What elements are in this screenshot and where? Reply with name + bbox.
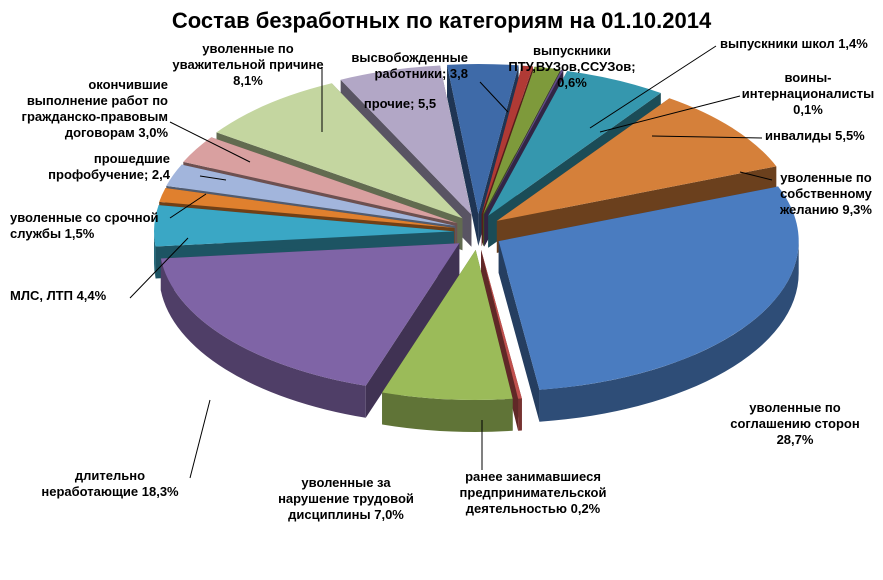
pie-slice bbox=[340, 65, 472, 215]
chart-title: Состав безработных по категориям на 01.1… bbox=[171, 8, 712, 33]
data-label: инвалиды 5,5% bbox=[765, 128, 865, 143]
pie-slice-wall bbox=[518, 398, 522, 431]
pie-slice bbox=[159, 188, 455, 229]
pie-slice bbox=[216, 83, 463, 219]
pie-slice bbox=[483, 66, 561, 215]
pie-slice-side bbox=[498, 241, 540, 422]
data-label: выпускники школ 1,4% bbox=[720, 36, 868, 51]
data-label: уволенные со срочной службы 1,5% bbox=[10, 210, 159, 241]
data-label: МЛС, ЛТП 4,4% bbox=[10, 288, 107, 303]
pie-slice bbox=[498, 186, 799, 390]
leader-line bbox=[129, 237, 189, 299]
leader-line bbox=[189, 399, 211, 479]
pie-slice-wall bbox=[160, 258, 366, 418]
leader-line bbox=[169, 121, 251, 163]
pie-slice-wall bbox=[382, 392, 513, 432]
pie-slice-wall bbox=[154, 231, 156, 279]
pie-slice-side bbox=[365, 243, 460, 418]
data-label: воины-интернационалисты 0,1% bbox=[742, 70, 874, 117]
pie-slice bbox=[488, 71, 661, 216]
pie-slice-side bbox=[446, 64, 479, 247]
data-label: уволенные за нарушение трудовой дисциплины… bbox=[278, 475, 414, 522]
pie-slice bbox=[166, 164, 456, 226]
leader-line bbox=[589, 45, 717, 129]
leader-line bbox=[169, 193, 207, 219]
data-label: уволенные по соглашению сторон 28,7% bbox=[730, 400, 859, 447]
data-label: выпускники ПТУ,ВУЗов,ССУЗов; 0,6% bbox=[508, 43, 635, 90]
pie-slice bbox=[183, 137, 458, 224]
data-label: высвобожденные работники; 3,8 bbox=[351, 50, 468, 81]
leader-line bbox=[739, 171, 773, 181]
leader-line bbox=[651, 135, 763, 139]
data-label: уволенные по собственному желанию 9,3% bbox=[779, 170, 873, 217]
data-label: длительно неработающие 18,3% bbox=[41, 468, 179, 499]
data-label: окончившие выполнение работ по гражданско-… bbox=[22, 77, 169, 140]
leader-line bbox=[479, 81, 509, 113]
pie-slice bbox=[154, 205, 455, 247]
leader-line bbox=[199, 175, 227, 181]
pie-slice bbox=[481, 249, 522, 399]
pie-slice bbox=[496, 98, 777, 221]
pie-slice bbox=[484, 69, 564, 215]
pie-slice bbox=[481, 65, 534, 215]
pie-slice-wall bbox=[539, 241, 799, 422]
pie-slice bbox=[382, 249, 513, 400]
pie-slice bbox=[446, 64, 519, 215]
data-label: прошедшие профобучение; 2,4 bbox=[48, 151, 171, 182]
data-label: прочие; 5,5 bbox=[364, 96, 436, 111]
pie-slice bbox=[160, 243, 460, 386]
leader-line bbox=[599, 95, 741, 133]
data-label: ранее занимавшиеся предпринимательской дея… bbox=[460, 469, 607, 516]
data-label: уволенные по уважительной причине 8,1% bbox=[172, 41, 323, 88]
